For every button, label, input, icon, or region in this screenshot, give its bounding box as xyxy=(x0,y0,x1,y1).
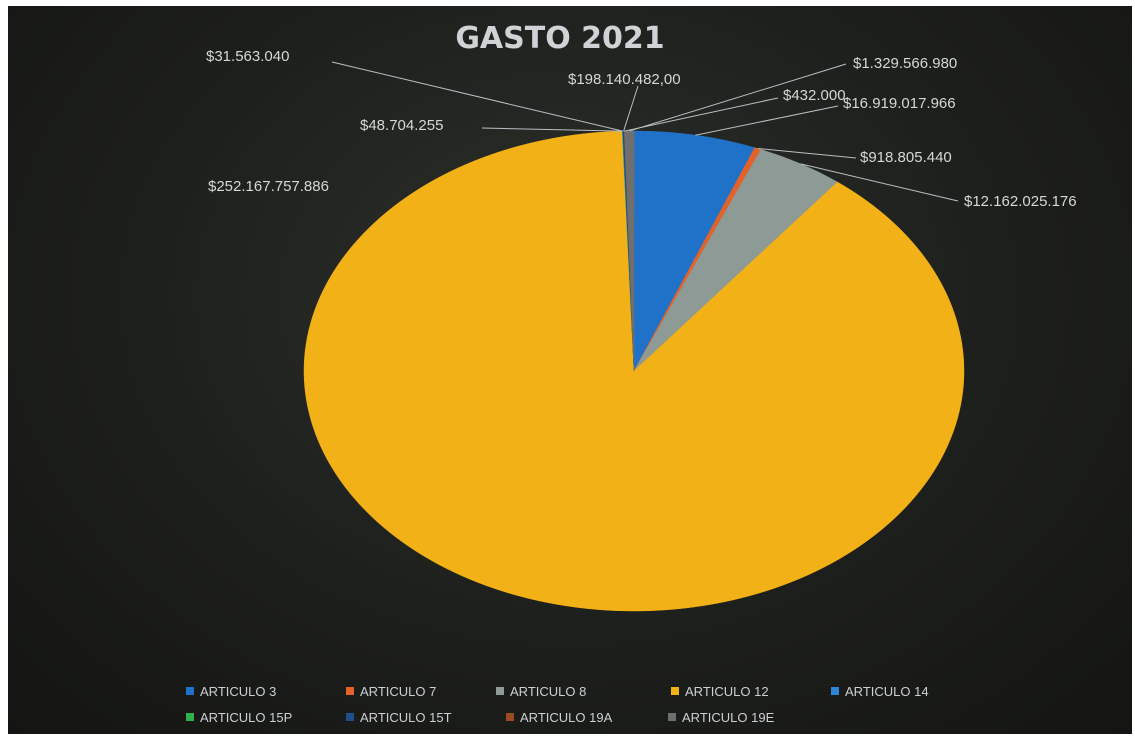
pie-slices xyxy=(303,130,965,612)
legend-label-articulo-7: ARTICULO 7 xyxy=(360,684,436,699)
data-label-articulo-15t: $198.140.482,00 xyxy=(568,71,681,88)
data-label-articulo-15p: $31.563.040 xyxy=(206,48,289,65)
legend-swatch-articulo-19a xyxy=(506,713,514,721)
legend-swatch-articulo-7 xyxy=(346,687,354,695)
leader-line-articulo-15p xyxy=(331,61,623,132)
leader-line-articulo-8 xyxy=(800,163,959,202)
legend-swatch-articulo-15p xyxy=(186,713,194,721)
leader-line-articulo-19e xyxy=(629,63,847,132)
leader-line-articulo-7 xyxy=(757,148,857,159)
legend-swatch-articulo-3 xyxy=(186,687,194,695)
legend-label-articulo-19e: ARTICULO 19E xyxy=(682,710,775,725)
leader-line-articulo-19a xyxy=(624,97,779,132)
legend-swatch-articulo-14 xyxy=(831,687,839,695)
data-label-articulo-7: $918.805.440 xyxy=(860,149,952,166)
legend-label-articulo-15t: ARTICULO 15T xyxy=(360,710,452,725)
legend-swatch-articulo-15t xyxy=(346,713,354,721)
pie-chart: GASTO 2021 $16.919.017.966$918.805.440$1… xyxy=(186,21,1077,725)
legend-swatch-articulo-8 xyxy=(496,687,504,695)
leader-line-articulo-15t xyxy=(623,85,639,132)
leader-line-articulo-14 xyxy=(481,127,623,132)
leader-line-articulo-3 xyxy=(695,105,839,136)
legend: ARTICULO 3 ARTICULO 7 ARTICULO 8 ARTICULO 1… xyxy=(186,684,929,725)
chart-frame: GASTO 2021 $16.919.017.966 $918.805.440 $1… xyxy=(8,6,1132,734)
legend-swatch-articulo-19e xyxy=(668,713,676,721)
legend-label-articulo-19a: ARTICULO 19A xyxy=(520,710,613,725)
legend-label-articulo-8: ARTICULO 8 xyxy=(510,684,586,699)
legend-label-articulo-12: ARTICULO 12 xyxy=(685,684,769,699)
data-label-articulo-19e: $1.329.566.980 xyxy=(853,55,957,72)
pie-slice-articulo-12 xyxy=(303,130,965,612)
chart-title: GASTO 2021 xyxy=(455,21,664,56)
legend-label-articulo-15p: ARTICULO 15P xyxy=(200,710,292,725)
legend-label-articulo-3: ARTICULO 3 xyxy=(200,684,276,699)
data-label-articulo-3: $16.919.017.966 xyxy=(843,95,956,112)
data-label-articulo-14: $48.704.255 xyxy=(360,117,443,134)
data-labels: $16.919.017.966 $918.805.440 $12.162.025.1… xyxy=(206,48,1077,210)
data-label-articulo-19a: $432.000 xyxy=(783,87,846,104)
legend-swatch-articulo-12 xyxy=(671,687,679,695)
data-label-articulo-12: $252.167.757.886 xyxy=(208,178,329,195)
data-label-articulo-8: $12.162.025.176 xyxy=(964,193,1077,210)
legend-label-articulo-14: ARTICULO 14 xyxy=(845,684,929,699)
leader-lines xyxy=(331,61,959,202)
